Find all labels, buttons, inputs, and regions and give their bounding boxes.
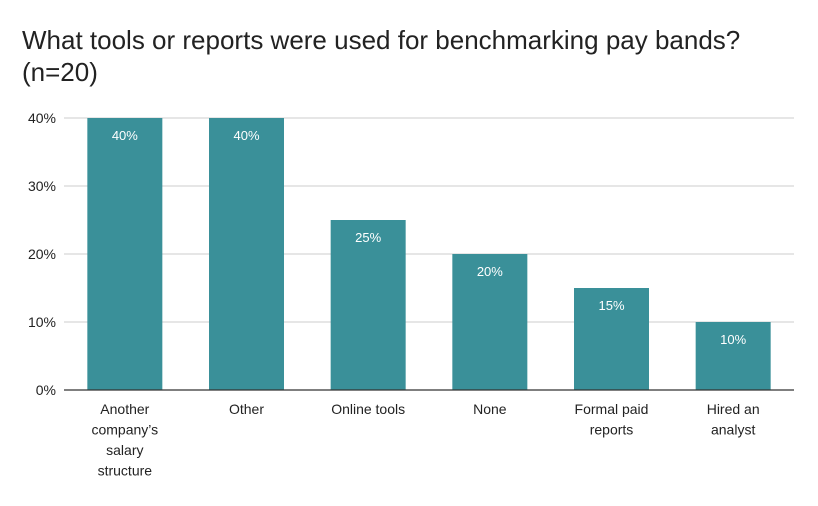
y-axis-tick-labels: 0% 10% 20% 30% 40% bbox=[28, 110, 56, 398]
x-tick-label: Online tools bbox=[331, 401, 405, 417]
data-labels: 40% 40% 25% 20% 15% 10% bbox=[112, 128, 747, 347]
data-label: 40% bbox=[233, 128, 259, 143]
data-label: 40% bbox=[112, 128, 138, 143]
data-label: 25% bbox=[355, 230, 381, 245]
chart-title-line-1: What tools or reports were used for benc… bbox=[22, 25, 741, 55]
x-axis-category-labels: Another company’s salary structure Other Onli… bbox=[91, 401, 759, 479]
x-tick-label: Other bbox=[229, 401, 264, 417]
bar bbox=[695, 322, 771, 390]
y-tick-label: 30% bbox=[28, 178, 56, 194]
y-tick-label: 20% bbox=[28, 246, 56, 262]
bar bbox=[574, 288, 649, 390]
x-tick-label: Hired an analyst bbox=[707, 401, 760, 438]
y-tick-label: 40% bbox=[28, 110, 56, 126]
bar bbox=[330, 220, 406, 390]
y-tick-label: 0% bbox=[36, 382, 56, 398]
data-label: 20% bbox=[477, 264, 503, 279]
chart-title: What tools or reports were used for benc… bbox=[22, 24, 802, 88]
data-label: 15% bbox=[598, 298, 624, 313]
gridlines bbox=[64, 117, 794, 323]
bar bbox=[209, 118, 284, 390]
x-tick-label: Another company’s salary structure bbox=[91, 401, 158, 479]
data-label: 10% bbox=[720, 332, 746, 347]
chart-title-line-2: (n=20) bbox=[22, 57, 98, 87]
x-tick-label: Formal paid reports bbox=[575, 401, 649, 438]
bar bbox=[87, 118, 163, 390]
bars bbox=[87, 118, 771, 390]
bar bbox=[452, 254, 528, 390]
y-tick-label: 10% bbox=[28, 314, 56, 330]
x-tick-label: None bbox=[473, 401, 507, 417]
